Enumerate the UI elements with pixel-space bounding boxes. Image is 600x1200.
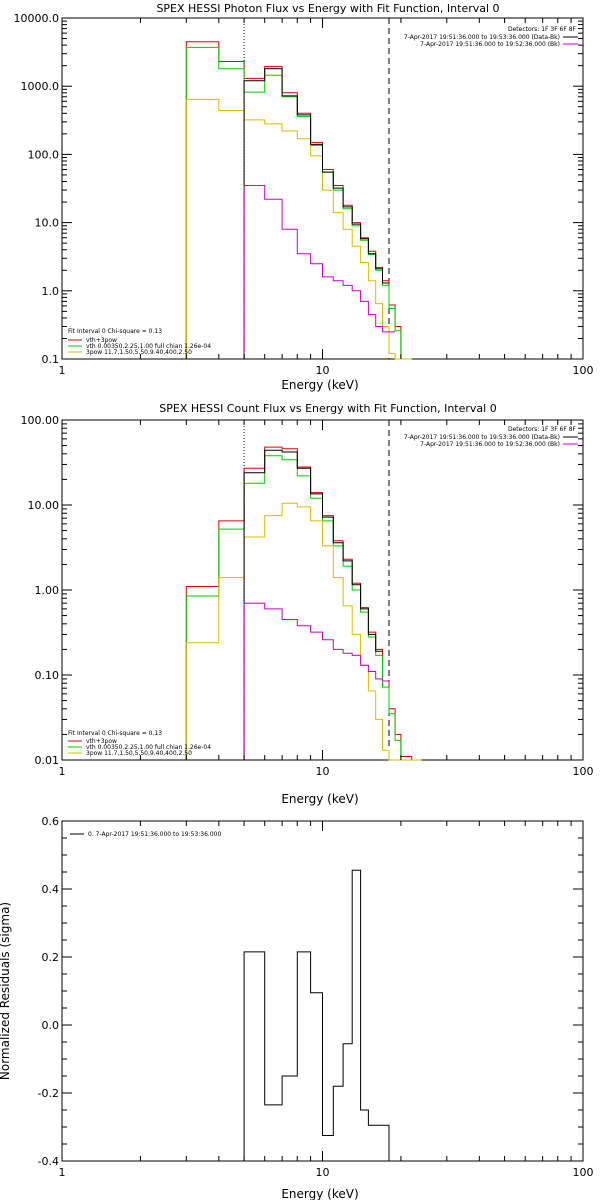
legend-entry-3pow: 3pow 11.7,1.50,5.50,9.40,400,2.50 <box>86 750 192 757</box>
series-3pow <box>185 502 422 761</box>
series-data <box>243 68 389 359</box>
y-tick-label: 1.00 <box>35 584 60 597</box>
legend-header: Fit Interval 0 Chi-square = 0.13 <box>68 730 162 737</box>
legend-entry-3pow: 3pow 11.7,1.50,5.50,9.40,400,2.50 <box>86 349 192 356</box>
chart-title: SPEX HESSI Photon Flux vs Energy with Fi… <box>156 2 499 15</box>
legend-entry-total: vth+3pow <box>86 738 117 745</box>
x-tick-label: 10 <box>316 364 330 377</box>
x-tick-label: 10 <box>316 765 330 778</box>
y-tick-label: -0.4 <box>38 1155 59 1168</box>
y-tick-label: 100.00 <box>21 414 60 427</box>
legend-entry-data: 7-Apr-2017 19:51:36.000 to 19:53:36.000 … <box>404 434 560 441</box>
y-tick-label: 100.0 <box>28 148 60 161</box>
legend-header: Fit Interval 0 Chi-square = 0.13 <box>68 328 162 335</box>
y-tick-label: 10.0 <box>35 217 60 230</box>
legend-entry-vth: vth 0.00350,2.25,1.00 full chian 1.26e-0… <box>86 343 211 350</box>
legend-top: Detectors: 1F 3F 6F 8F 7-Apr-2017 19:51:… <box>404 26 578 48</box>
legend-bottom: Fit Interval 0 Chi-square = 0.13 vth+3po… <box>68 328 211 356</box>
legend-top: 0. 7-Apr-2017 19:51:36.000 to 19:53:36.0… <box>70 831 221 838</box>
legend-entry-bk: 7-Apr-2017 19:51:36.000 to 19:52:36.000 … <box>420 41 560 48</box>
y-tick-label: -0.2 <box>38 1087 59 1100</box>
y-tick-label: 0.01 <box>35 754 60 767</box>
x-tick-label: 10 <box>316 1166 330 1179</box>
series-0-7-apr-2017-19-51-36-000-to-19-53-36-000 <box>243 869 390 1161</box>
legend-header: Detectors: 1F 3F 6F 8F <box>508 26 577 33</box>
legend-header: Detectors: 1F 3F 6F 8F <box>508 426 577 433</box>
series-bk <box>243 602 389 760</box>
y-tick-label: 0.10 <box>35 669 60 682</box>
y-tick-label: 10000.0 <box>14 12 60 25</box>
x-tick-label: 100 <box>573 765 594 778</box>
residuals-panel: 1 10 100-0.4-0.20.00.20.40.6 Energy (keV) … <box>0 815 594 1200</box>
series-3pow <box>185 98 412 360</box>
x-tick-label: 100 <box>573 364 594 377</box>
photon-flux-panel: SPEX HESSI Photon Flux vs Energy with Fi… <box>14 2 594 392</box>
x-tick-label: 100 <box>573 1166 594 1179</box>
x-axis-label: Energy (keV) <box>281 1187 358 1200</box>
legend-entry-residual: 0. 7-Apr-2017 19:51:36.000 to 19:53:36.0… <box>88 831 221 838</box>
y-tick-label: 0.6 <box>42 815 60 828</box>
count-flux-panel: SPEX HESSI Count Flux vs Energy with Fit… <box>21 402 594 806</box>
legend-bottom: Fit Interval 0 Chi-square = 0.13 vth+3po… <box>68 730 211 757</box>
legend-top: Detectors: 1F 3F 6F 8F 7-Apr-2017 19:51:… <box>404 426 578 448</box>
x-axis-label: Energy (keV) <box>281 792 358 806</box>
series-bk <box>243 185 396 359</box>
chart-title: SPEX HESSI Count Flux vs Energy with Fit… <box>159 402 496 415</box>
y-tick-label: 1.0 <box>42 285 60 298</box>
legend-entry-vth: vth 0.00350,2.25,1.00 full chian 1.26e-0… <box>86 744 211 751</box>
x-tick-label: 1 <box>59 1166 66 1179</box>
x-tick-label: 1 <box>59 364 66 377</box>
legend-entry-bk: 7-Apr-2017 19:51:36.000 to 19:52:36.000 … <box>420 441 560 448</box>
y-tick-label: 10.00 <box>28 499 60 512</box>
y-tick-label: 0.4 <box>42 883 60 896</box>
series-data <box>243 449 383 760</box>
y-tick-label: 0.0 <box>42 1019 60 1032</box>
legend-entry-total: vth+3pow <box>86 337 117 344</box>
y-tick-label: 0.1 <box>42 353 60 366</box>
y-tick-label: 1000.0 <box>21 80 60 93</box>
x-axis-label: Energy (keV) <box>281 378 358 392</box>
y-axis-label: Normalized Residuals (sigma) <box>0 902 12 1080</box>
legend-entry-data: 7-Apr-2017 19:51:36.000 to 19:53:36.000 … <box>404 34 560 41</box>
x-tick-label: 1 <box>59 765 66 778</box>
y-tick-label: 0.2 <box>42 951 60 964</box>
